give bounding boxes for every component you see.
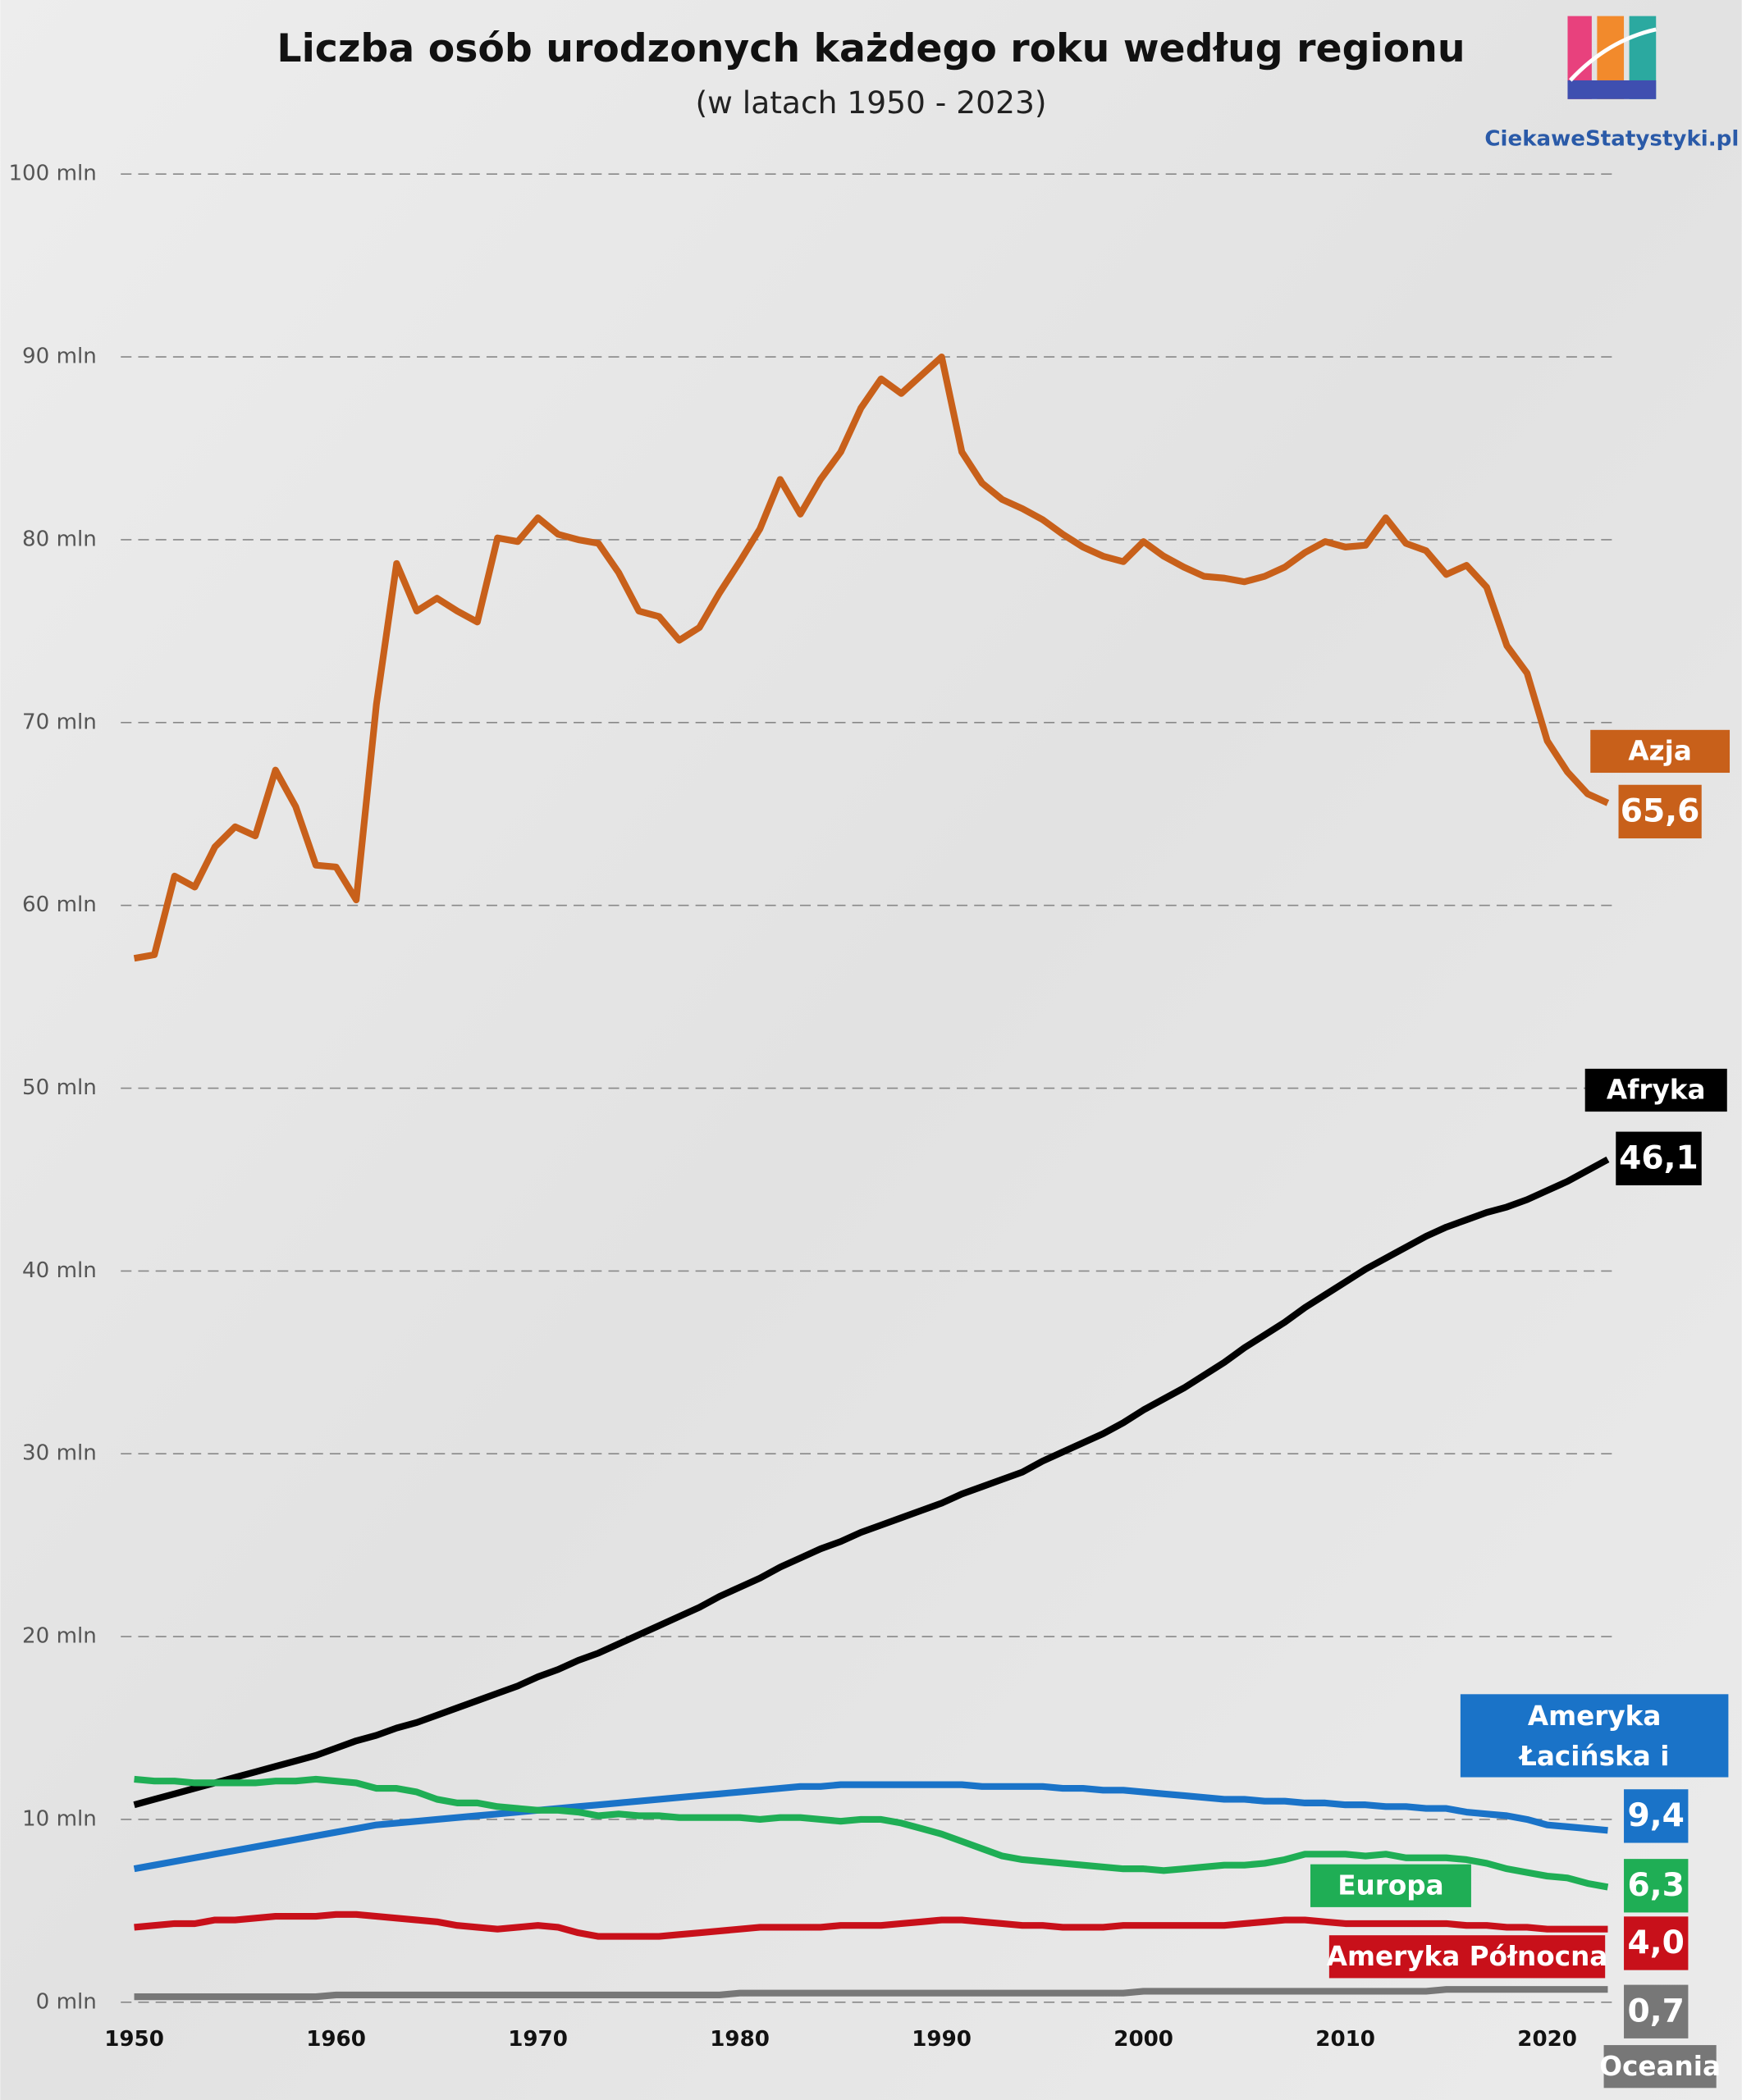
legend-label: Europa: [1337, 1869, 1443, 1901]
legend-label: Ameryka Łacińska i Karaiby: [1519, 1699, 1670, 1772]
y-tick-label: 50 mln: [22, 1075, 97, 1100]
value-box: [1624, 1984, 1689, 2038]
x-tick-label: 1950: [104, 2027, 164, 2052]
legend-box: [1603, 2045, 1717, 2089]
y-tick-label: 70 mln: [22, 710, 97, 734]
x-tick-label: 2000: [1113, 2027, 1173, 2052]
source-logo-text: CiekaweStatystyki.pl: [1484, 126, 1739, 151]
series-line: [133, 1156, 1610, 1809]
x-tick-label: 1960: [306, 2027, 366, 2052]
y-tick-label: 0 mln: [36, 1989, 97, 2014]
value-label: 65,6: [1621, 793, 1700, 830]
value-box: [1616, 1131, 1702, 1185]
x-tick-label: 1980: [710, 2027, 770, 2052]
legend-label: Oceania: [1599, 2051, 1721, 2082]
y-tick-label: 80 mln: [22, 527, 97, 551]
legend-box: [1328, 1935, 1606, 1979]
legend-box: [1310, 1864, 1471, 1907]
chart-title: Liczba osób urodzonych każdego roku wedł…: [277, 26, 1465, 71]
y-tick-label: 60 mln: [22, 892, 97, 917]
legend-box: [1460, 1694, 1729, 1778]
series-line: [133, 1781, 1608, 1873]
value-label: 4,0: [1628, 1924, 1685, 1961]
x-tick-label: 1970: [508, 2027, 568, 2052]
x-tick-label: 1990: [912, 2027, 972, 2052]
logo-icon: [1567, 16, 1657, 99]
y-tick-label: 30 mln: [22, 1441, 97, 1466]
series-line: [133, 354, 1610, 962]
x-tick-label: 2010: [1315, 2027, 1375, 2052]
legend-label: Afryka: [1607, 1075, 1706, 1106]
series-line: [134, 1911, 1608, 1940]
value-box: [1624, 1859, 1689, 1913]
value-box: [1624, 1789, 1689, 1843]
x-tick-label: 2020: [1517, 2027, 1577, 2052]
chart-subtitle: (w latach 1950 - 2023): [695, 84, 1046, 121]
value-label: 46,1: [1619, 1139, 1699, 1176]
legend-label: Ameryka Północna: [1327, 1941, 1608, 1972]
legend-wrap: Ameryka Łacińska i Karaiby: [1519, 1699, 1670, 1772]
value-label: 9,4: [1628, 1797, 1685, 1834]
series-line: [134, 1775, 1609, 1891]
y-tick-label: 20 mln: [22, 1624, 97, 1649]
value-label: 6,3: [1628, 1867, 1685, 1904]
y-tick-label: 100 mln: [8, 162, 96, 186]
y-tick-label: 90 mln: [22, 345, 97, 369]
value-label: 0,7: [1628, 1993, 1685, 2029]
series-line: [134, 1986, 1608, 2001]
legend-label: Azja: [1628, 736, 1691, 767]
y-tick-label: 10 mln: [22, 1806, 97, 1831]
value-box: [1624, 1916, 1689, 1970]
y-tick-label: 40 mln: [22, 1258, 97, 1283]
value-box: [1618, 784, 1702, 839]
legend-box: [1584, 1068, 1727, 1112]
legend-box: [1590, 729, 1731, 774]
